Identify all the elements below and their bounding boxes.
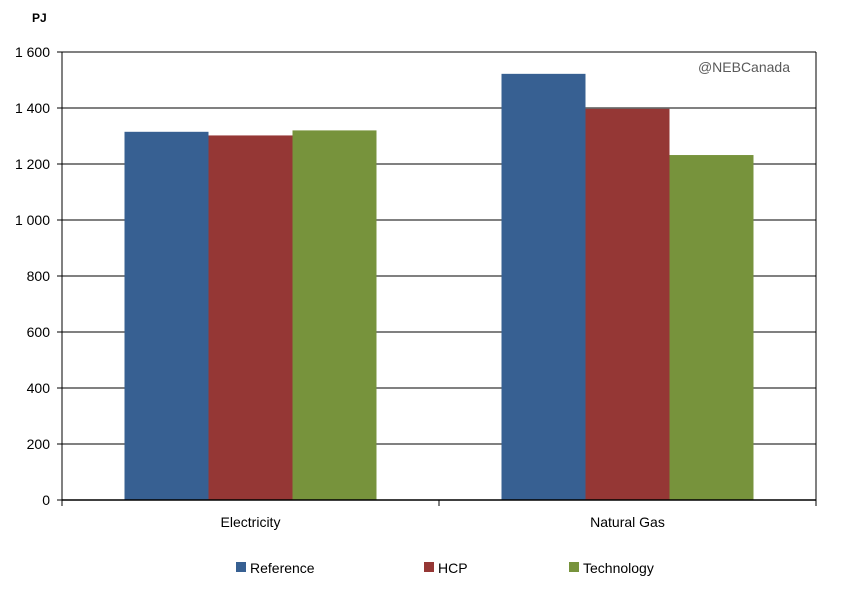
y-tick-label: 1 600 xyxy=(15,44,50,60)
legend-label-reference: Reference xyxy=(250,560,315,576)
bar-technology-natural-gas xyxy=(669,155,754,501)
legend-swatch-technology xyxy=(569,562,579,572)
legend-label-hcp: HCP xyxy=(438,560,468,576)
legend: Reference HCP Technology xyxy=(236,560,654,576)
legend-swatch-hcp xyxy=(424,562,434,572)
y-tick-label: 400 xyxy=(27,380,51,396)
bar-reference-electricity xyxy=(124,131,209,501)
axes xyxy=(57,51,817,506)
legend-swatch-reference xyxy=(236,562,246,572)
y-tick-label: 200 xyxy=(27,436,51,452)
y-tick-label: 1 400 xyxy=(15,100,50,116)
y-tick-label: 600 xyxy=(27,324,51,340)
y-tick-label: 1 000 xyxy=(15,212,50,228)
watermark: @NEBCanada xyxy=(698,59,790,75)
axis-labels: 0 200 400 600 800 1 000 1 200 1 400 1 600 Electri… xyxy=(15,44,665,530)
legend-label-technology: Technology xyxy=(583,560,654,576)
bar-hcp-natural-gas xyxy=(585,108,670,500)
y-tick-label: 800 xyxy=(27,268,51,284)
bar-reference-natural-gas xyxy=(501,73,586,500)
bar-hcp-electricity xyxy=(208,135,293,500)
x-category-label: Electricity xyxy=(221,514,281,530)
y-tick-label: 1 200 xyxy=(15,156,50,172)
x-category-label: Natural Gas xyxy=(590,514,665,530)
bars xyxy=(124,73,754,501)
bar-technology-electricity xyxy=(292,130,377,500)
y-axis-unit-label: PJ xyxy=(32,11,47,25)
y-tick-label: 0 xyxy=(42,492,50,508)
